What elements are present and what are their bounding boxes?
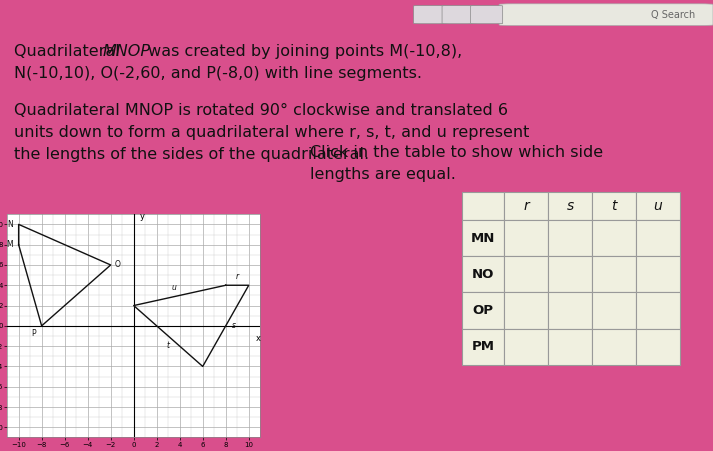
Bar bbox=[504, 192, 548, 220]
Bar bbox=[548, 292, 592, 328]
Text: N(-10,10), O(-2,60, and P(-8,0) with line segments.: N(-10,10), O(-2,60, and P(-8,0) with lin… bbox=[14, 66, 422, 82]
Text: u: u bbox=[171, 283, 176, 292]
Bar bbox=[592, 292, 636, 328]
Text: Quadrilateral: Quadrilateral bbox=[14, 44, 125, 60]
Bar bbox=[462, 256, 504, 292]
FancyBboxPatch shape bbox=[414, 5, 446, 24]
Bar bbox=[504, 292, 548, 328]
Bar bbox=[592, 192, 636, 220]
Text: Click in the table to show which side
lengths are equal.: Click in the table to show which side le… bbox=[310, 145, 603, 182]
Text: t: t bbox=[611, 199, 617, 213]
Bar bbox=[462, 292, 504, 328]
FancyBboxPatch shape bbox=[471, 5, 503, 24]
FancyBboxPatch shape bbox=[442, 5, 474, 24]
Text: was created by joining points M(-10,8),: was created by joining points M(-10,8), bbox=[143, 44, 462, 60]
Bar bbox=[636, 328, 680, 365]
Text: r: r bbox=[523, 199, 529, 213]
Text: r: r bbox=[236, 272, 239, 281]
Text: OP: OP bbox=[473, 304, 493, 317]
Text: P: P bbox=[31, 329, 36, 338]
Bar bbox=[504, 328, 548, 365]
Text: u: u bbox=[654, 199, 662, 213]
Text: s: s bbox=[232, 322, 235, 330]
Bar bbox=[462, 192, 504, 220]
Bar bbox=[462, 220, 504, 256]
Text: MNOP: MNOP bbox=[103, 44, 151, 60]
Text: t: t bbox=[167, 341, 170, 350]
Bar bbox=[636, 220, 680, 256]
Bar bbox=[592, 256, 636, 292]
Bar bbox=[462, 328, 504, 365]
Bar bbox=[636, 292, 680, 328]
Text: M: M bbox=[6, 240, 13, 249]
Bar bbox=[504, 220, 548, 256]
Text: units down to form a quadrilateral where r, s, t, and u represent: units down to form a quadrilateral where… bbox=[14, 124, 529, 140]
Text: PM: PM bbox=[471, 340, 495, 353]
Text: Quadrilateral MNOP is rotated 90° clockwise and translated 6: Quadrilateral MNOP is rotated 90° clockw… bbox=[14, 103, 508, 118]
Bar bbox=[592, 220, 636, 256]
Text: NO: NO bbox=[472, 268, 494, 281]
Text: O: O bbox=[114, 261, 120, 269]
Text: MN: MN bbox=[471, 232, 496, 244]
Bar bbox=[504, 256, 548, 292]
Text: the lengths of the sides of the quadrilateral.: the lengths of the sides of the quadrila… bbox=[14, 147, 369, 162]
Bar bbox=[636, 192, 680, 220]
Bar bbox=[636, 256, 680, 292]
FancyBboxPatch shape bbox=[499, 4, 713, 26]
Bar bbox=[548, 256, 592, 292]
Text: x: x bbox=[255, 334, 260, 343]
Bar bbox=[548, 328, 592, 365]
Bar bbox=[548, 220, 592, 256]
Bar bbox=[592, 328, 636, 365]
Text: y: y bbox=[140, 212, 145, 221]
Bar bbox=[548, 192, 592, 220]
Text: N: N bbox=[7, 220, 13, 229]
Text: s: s bbox=[566, 199, 574, 213]
Text: Q Search: Q Search bbox=[651, 9, 695, 20]
